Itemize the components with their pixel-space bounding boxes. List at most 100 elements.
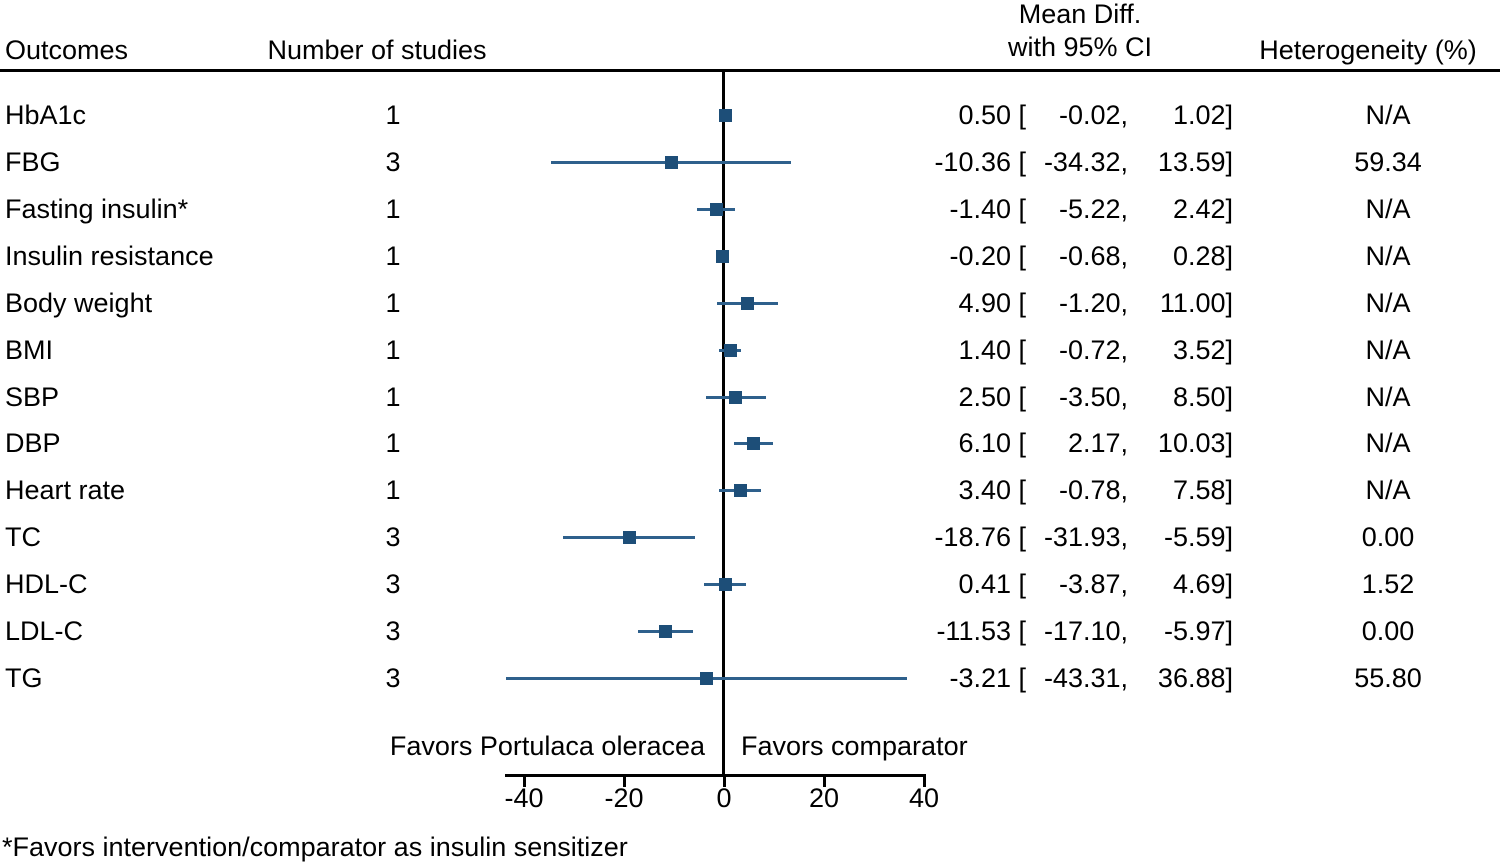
ci-upper-value: 3.52] <box>1172 335 1233 365</box>
outcome-label: HbA1c <box>5 100 87 130</box>
x-axis-line <box>505 774 924 777</box>
ci-lower-value: -17.10, <box>1043 616 1128 646</box>
point-estimate-marker <box>733 483 747 497</box>
x-axis-tick <box>723 774 726 787</box>
mean-diff-value: 0.41 [ <box>958 569 1026 599</box>
ci-upper-value: 10.03] <box>1157 428 1233 458</box>
mean-diff-value: -18.76 [ <box>934 522 1026 552</box>
mean-diff-value: -11.53 [ <box>936 616 1026 646</box>
n-studies-value: 1 <box>385 475 401 505</box>
footnote: *Favors intervention/comparator as insul… <box>2 832 628 862</box>
ci-lower-value: -0.72, <box>1058 335 1128 365</box>
x-axis-tick <box>923 774 926 787</box>
outcome-label: Heart rate <box>5 475 126 505</box>
mean-diff-value: -0.20 [ <box>949 241 1026 271</box>
column-header-mean-diff-line2: with 95% CI <box>1007 32 1153 62</box>
point-estimate-marker <box>658 624 672 638</box>
outcome-label: Fasting insulin* <box>5 194 189 224</box>
ci-upper-value: 8.50] <box>1172 382 1233 412</box>
ci-upper-value: -5.59] <box>1163 522 1233 552</box>
n-studies-value: 1 <box>385 241 401 271</box>
ci-upper-value: 2.42] <box>1172 194 1233 224</box>
x-axis-tick-label: -20 <box>604 783 644 813</box>
favors-right-label: Favors comparator <box>741 731 968 761</box>
point-estimate-marker <box>747 436 760 450</box>
heterogeneity-value: N/A <box>1365 194 1411 224</box>
heterogeneity-value: 55.80 <box>1354 663 1422 693</box>
ci-lower-value: -1.20, <box>1058 288 1128 318</box>
heterogeneity-value: 1.52 <box>1361 569 1415 599</box>
outcome-label: Body weight <box>5 288 153 318</box>
point-estimate-marker <box>729 390 742 404</box>
mean-diff-value: -10.36 [ <box>934 147 1026 177</box>
outcome-label: BMI <box>5 335 54 365</box>
n-studies-value: 1 <box>385 194 401 224</box>
zero-reference-line <box>722 71 725 775</box>
ci-lower-value: -0.02, <box>1058 100 1128 130</box>
ci-upper-value: 7.58] <box>1172 475 1233 505</box>
outcome-label: TG <box>5 663 43 693</box>
x-axis-tick-label: 40 <box>908 783 940 813</box>
mean-diff-value: 0.50 [ <box>958 100 1026 130</box>
ci-lower-value: -3.50, <box>1058 382 1128 412</box>
column-header-mean-diff-line1: Mean Diff. <box>1018 0 1142 29</box>
point-estimate-marker <box>664 155 678 169</box>
ci-lower-value: -43.31, <box>1043 663 1128 693</box>
ci-upper-value: 0.28] <box>1172 241 1233 271</box>
mean-diff-value: -3.21 [ <box>949 663 1026 693</box>
ci-upper-value: 1.02] <box>1172 100 1233 130</box>
n-studies-value: 1 <box>385 335 401 365</box>
n-studies-value: 1 <box>385 288 401 318</box>
point-estimate-marker <box>622 530 636 544</box>
point-estimate-marker <box>715 249 729 263</box>
heterogeneity-value: N/A <box>1365 382 1411 412</box>
n-studies-value: 1 <box>385 100 401 130</box>
ci-lower-value: -0.68, <box>1058 241 1128 271</box>
ci-lower-value: -31.93, <box>1043 522 1128 552</box>
outcome-label: DBP <box>5 428 61 458</box>
column-header-number-of-studies: Number of studies <box>267 35 487 65</box>
mean-diff-value: 2.50 [ <box>958 382 1026 412</box>
heterogeneity-value: 59.34 <box>1354 147 1422 177</box>
x-axis-tick <box>823 774 826 787</box>
ci-upper-value: 13.59] <box>1157 147 1233 177</box>
point-estimate-marker <box>700 671 714 685</box>
point-estimate-marker <box>719 108 732 122</box>
n-studies-value: 3 <box>385 569 401 599</box>
mean-diff-value: 1.40 [ <box>958 335 1026 365</box>
column-header-outcomes: Outcomes <box>5 35 129 65</box>
outcome-label: HDL-C <box>5 569 88 599</box>
heterogeneity-value: N/A <box>1365 428 1411 458</box>
heterogeneity-value: N/A <box>1365 100 1411 130</box>
mean-diff-value: 4.90 [ <box>958 288 1026 318</box>
ci-lower-value: -0.78, <box>1058 475 1128 505</box>
ci-upper-value: 4.69] <box>1172 569 1233 599</box>
ci-upper-value: 11.00] <box>1159 288 1233 318</box>
heterogeneity-value: N/A <box>1365 335 1411 365</box>
heterogeneity-value: 0.00 <box>1361 522 1415 552</box>
outcome-label: Insulin resistance <box>5 241 214 271</box>
n-studies-value: 3 <box>385 616 401 646</box>
outcome-label: SBP <box>5 382 60 412</box>
mean-diff-value: 6.10 [ <box>958 428 1026 458</box>
point-estimate-marker <box>709 202 723 216</box>
n-studies-value: 3 <box>385 147 401 177</box>
ci-lower-value: -34.32, <box>1043 147 1128 177</box>
ci-upper-value: 36.88] <box>1157 663 1233 693</box>
heterogeneity-value: N/A <box>1365 241 1411 271</box>
x-axis-tick-label: 20 <box>808 783 840 813</box>
x-axis-tick-label: 0 <box>716 783 732 813</box>
outcome-label: FBG <box>5 147 61 177</box>
ci-lower-value: -5.22, <box>1058 194 1128 224</box>
ci-upper-value: -5.97] <box>1163 616 1233 646</box>
x-axis-tick-label: -40 <box>504 783 544 813</box>
point-estimate-marker <box>723 343 737 357</box>
heterogeneity-value: 0.00 <box>1361 616 1415 646</box>
mean-diff-value: 3.40 [ <box>958 475 1026 505</box>
mean-diff-value: -1.40 [ <box>949 194 1026 224</box>
n-studies-value: 3 <box>385 663 401 693</box>
column-header-heterogeneity: Heterogeneity (%) <box>1259 35 1477 65</box>
x-axis-tick <box>523 774 526 787</box>
outcome-label: TC <box>5 522 41 552</box>
outcome-label: LDL-C <box>5 616 84 646</box>
